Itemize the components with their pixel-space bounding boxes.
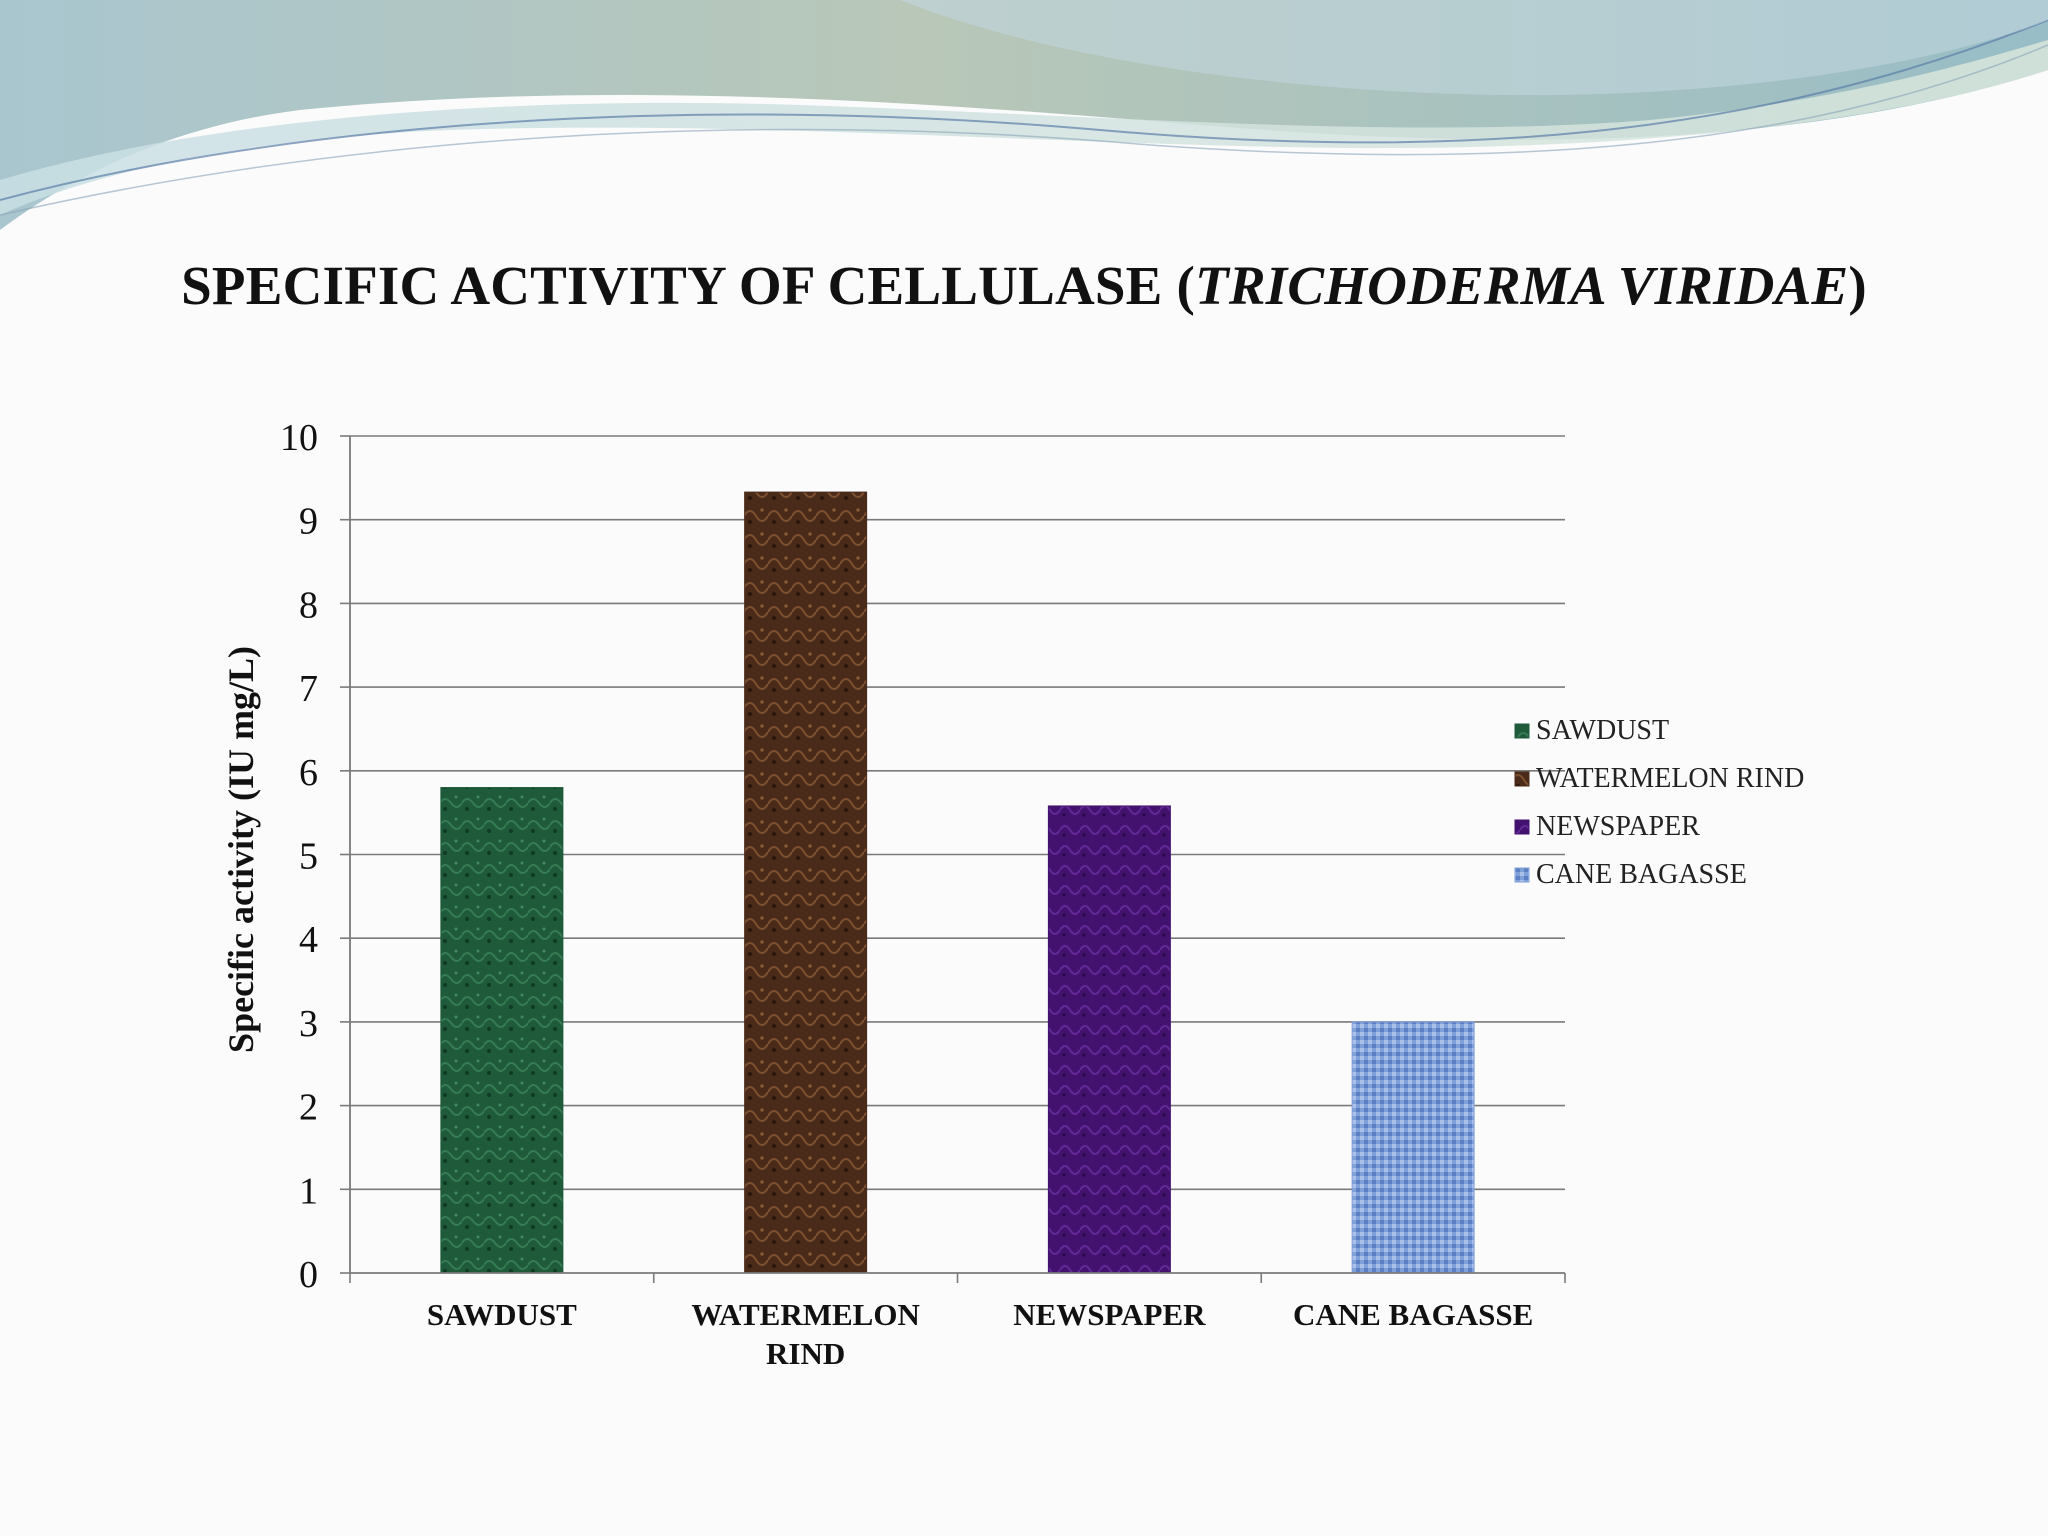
y-tick-label: 1 bbox=[299, 1170, 318, 1212]
bar-sawdust bbox=[440, 787, 564, 1274]
x-tick-label: WATERMELON RIND bbox=[691, 1297, 920, 1371]
legend-label: SAWDUST bbox=[1536, 715, 1669, 746]
y-axis-label-group: Specific activity (IU mg/L) bbox=[221, 646, 261, 1053]
y-tick-label: 4 bbox=[299, 919, 318, 961]
legend-label: CANE BAGASSE bbox=[1536, 859, 1747, 890]
y-tick-label: 2 bbox=[299, 1087, 318, 1129]
y-tick-label: 7 bbox=[299, 668, 318, 710]
chart-bars bbox=[440, 491, 1475, 1274]
slide-title: SPECIFIC ACTIVITY OF CELLULASE (TRICHODE… bbox=[0, 254, 2048, 317]
title-prefix: SPECIFIC ACTIVITY OF CELLULASE ( bbox=[181, 255, 1196, 316]
y-tick-labels: 0 1 2 3 4 5 6 7 8 9 10 bbox=[280, 417, 318, 1296]
legend-swatch bbox=[1514, 819, 1530, 835]
legend-swatch bbox=[1514, 723, 1530, 739]
y-tick-label: 9 bbox=[299, 501, 318, 543]
legend-swatch bbox=[1514, 867, 1530, 883]
y-tick-label: 8 bbox=[299, 584, 318, 626]
x-tick-labels: SAWDUST WATERMELON RIND NEWSPAPER CANE BAGAS… bbox=[427, 1297, 1533, 1371]
x-tick-label: CANE BAGASSE bbox=[1293, 1297, 1533, 1332]
legend-label: NEWSPAPER bbox=[1536, 811, 1700, 842]
x-tick-label: SAWDUST bbox=[427, 1297, 577, 1332]
bar-watermelon-rind bbox=[744, 491, 868, 1274]
y-tick-label: 6 bbox=[299, 752, 318, 794]
bar-newspaper bbox=[1047, 805, 1171, 1274]
legend-swatch bbox=[1514, 771, 1530, 787]
title-italic: TRICHODERMA VIRIDAE bbox=[1195, 255, 1849, 316]
header-wave-decoration bbox=[0, 0, 2048, 230]
title-suffix: ) bbox=[1848, 255, 1867, 316]
y-tick-label: 5 bbox=[299, 836, 318, 878]
y-axis-label: Specific activity (IU mg/L) bbox=[221, 646, 261, 1053]
y-tick-label: 0 bbox=[299, 1254, 318, 1296]
x-tick-label: NEWSPAPER bbox=[1013, 1297, 1206, 1332]
chart-axes bbox=[349, 436, 1566, 1283]
y-tick-label: 10 bbox=[280, 417, 318, 459]
chart-legend: SAWDUST WATERMELON RIND NEWSPAPER CANE BAGA… bbox=[1514, 715, 1804, 890]
y-tick-label: 3 bbox=[299, 1003, 318, 1045]
bar-cane-bagasse bbox=[1351, 1021, 1475, 1274]
legend-label: WATERMELON RIND bbox=[1536, 763, 1804, 794]
